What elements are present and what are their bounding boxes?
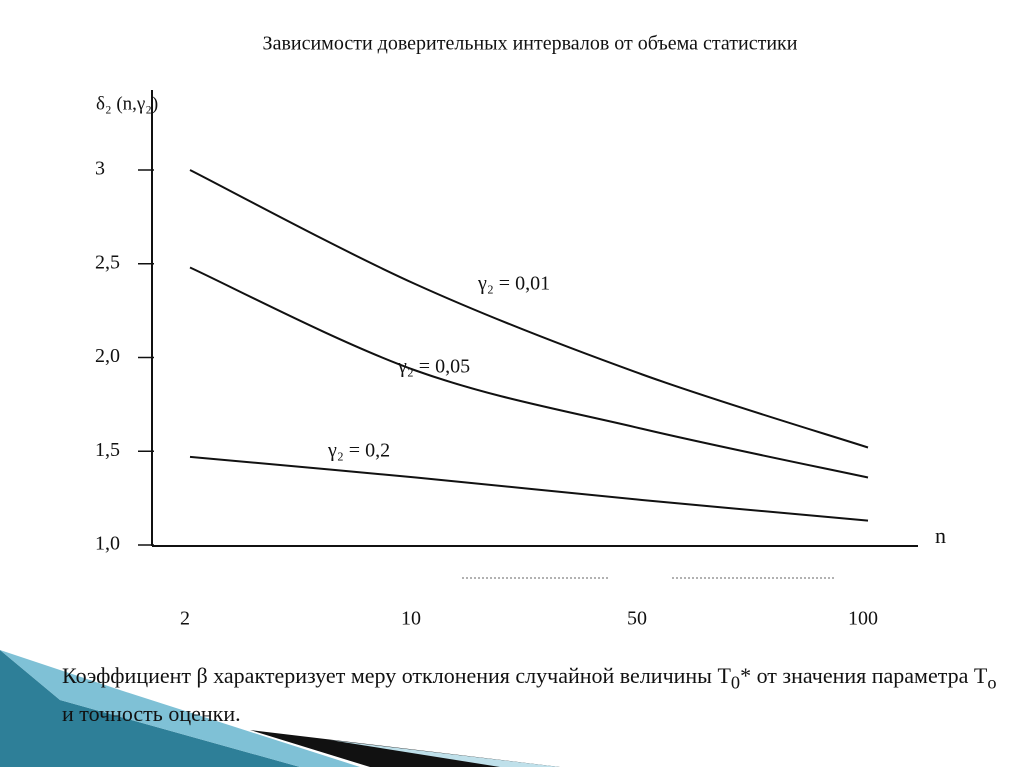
caption-text: * от значения параметра T [740, 663, 988, 688]
curve [189, 169, 869, 449]
chart-title: Зависимости доверительных интервалов от … [263, 33, 798, 55]
caption-text: Коэффициент β характеризует меру отклоне… [62, 663, 731, 688]
curve [189, 266, 869, 479]
y-tick-label: 2,0 [95, 345, 120, 367]
curve-label: γ₂ = 0,01 [477, 273, 550, 295]
decoration [330, 740, 560, 767]
curve-label: γ₂ = 0,05 [397, 356, 470, 378]
caption-text: и точность оценки. [62, 701, 241, 727]
decoration [0, 650, 300, 767]
curve [189, 455, 869, 522]
x-axis-label: n [935, 523, 946, 548]
caption: Коэффициент β характеризует меру отклоне… [62, 660, 1012, 730]
x-tick-label: 50 [627, 608, 647, 630]
y-tick-label: 2,5 [95, 251, 120, 273]
x-tick-label: 100 [848, 608, 878, 630]
y-tick-label: 1,5 [95, 439, 120, 461]
y-tick-label: 1,0 [95, 533, 120, 555]
subscript: 0 [730, 672, 741, 693]
decoration [250, 730, 560, 767]
curve-label: γ₂ = 0,2 [327, 440, 390, 462]
y-axis-label: δ₂ (n,γ₂) [96, 93, 158, 114]
x-tick-label: 10 [401, 608, 421, 630]
subscript: о [987, 672, 997, 693]
x-tick-label: 2 [180, 608, 190, 630]
y-tick-label: 3 [95, 158, 105, 180]
